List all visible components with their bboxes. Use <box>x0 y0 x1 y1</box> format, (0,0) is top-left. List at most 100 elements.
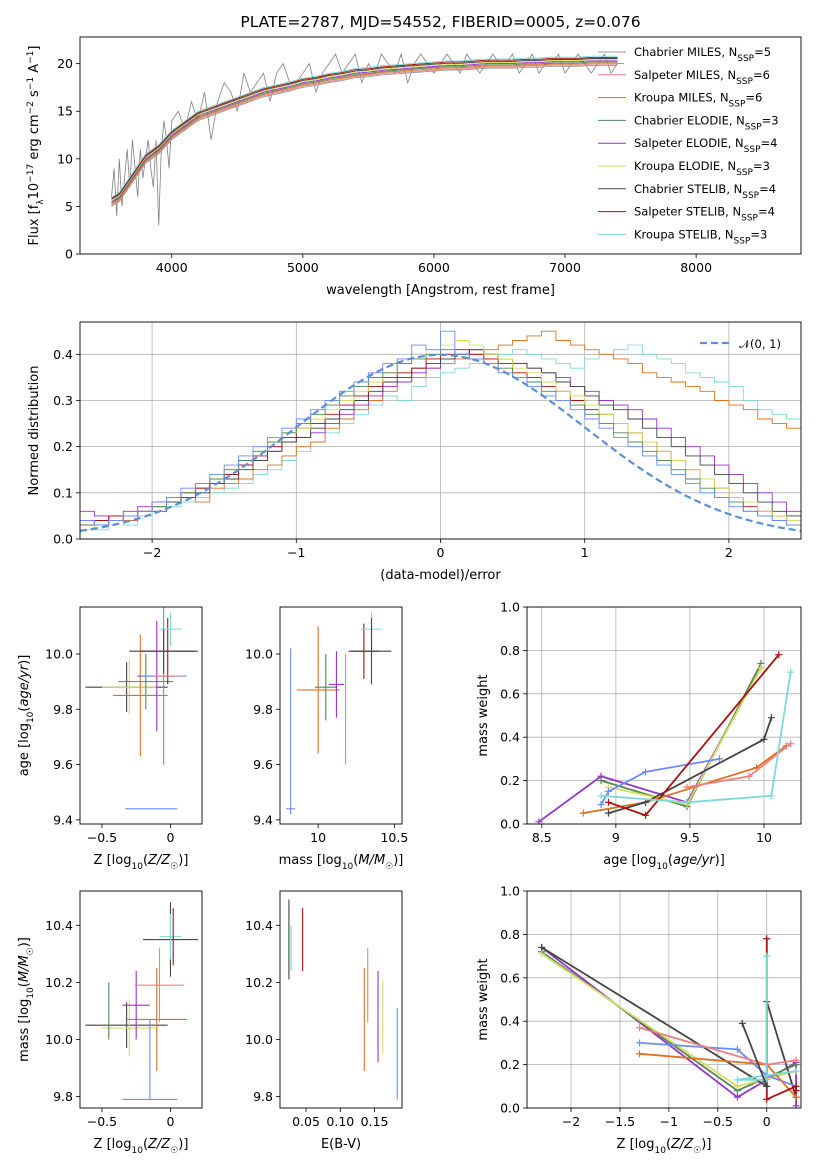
y-axis-label: Normed distribution <box>27 366 42 496</box>
x-tick-label: 0 <box>437 545 445 560</box>
y-tick-label: 10.4 <box>245 918 273 933</box>
y-tick-label: 15 <box>57 104 73 119</box>
y-tick-label: 0.4 <box>53 347 73 362</box>
y-tick-label: 0.4 <box>500 1014 520 1029</box>
y-axis-label-part: )] <box>17 655 32 665</box>
y-tick-label: 0.2 <box>500 1057 520 1072</box>
legend-label: Salpeter STELIB, NSSP=4 <box>634 205 775 224</box>
x-tick-label: −0.5 <box>87 830 117 845</box>
y-tick-label: 0.2 <box>500 773 520 788</box>
mass-weight-marker <box>636 1050 644 1058</box>
legend-label-part: Kroupa ELODIE, N <box>634 159 736 173</box>
x-tick-label: 4000 <box>156 260 188 275</box>
y-axis-label-part: ( <box>17 707 32 712</box>
x-axis-label: mass [log10(M/M☉)] <box>279 853 404 872</box>
mass-weight-line <box>741 1023 768 1087</box>
legend-label-part: SSP <box>737 54 754 64</box>
mass-weight-marker <box>604 798 612 806</box>
y-tick-label: 0.4 <box>500 730 520 745</box>
y-axis-label-part: )] <box>17 937 32 947</box>
mass-weight-marker <box>745 772 753 780</box>
y-axis-label-part: −1 <box>26 77 36 90</box>
legend-label: Kroupa MILES, NSSP=6 <box>634 91 762 110</box>
y-tick-label: 10.4 <box>45 918 73 933</box>
x-tick-label: 9 <box>612 830 620 845</box>
x-axis-label-part: ☉ <box>385 862 393 872</box>
y-tick-label: 9.4 <box>53 812 73 827</box>
x-tick-label: 0.15 <box>361 1114 389 1129</box>
y-tick-label: 1.0 <box>500 884 520 899</box>
x-axis-label-part: )] <box>701 1137 711 1152</box>
legend-label-part: =6 <box>753 68 770 82</box>
gaussian-curve <box>80 353 801 532</box>
x-tick-label: 2 <box>725 545 733 560</box>
age-vs-Z-panel: −0.5 09.49.69.810.0Z [log10(Z/Z☉)]age [lo… <box>17 606 203 872</box>
mass-vs-Z-plot-area <box>85 902 198 1100</box>
y-axis-label: Flux [fλ10−17 erg cm−2 s−1 A−1] <box>26 46 46 246</box>
mass-weight-marker <box>760 735 768 743</box>
y-tick-label: 10.2 <box>245 975 273 990</box>
mass-weight-line <box>600 758 720 805</box>
y-tick-label: 9.6 <box>253 757 273 772</box>
y-axis-label-part: λ <box>36 199 46 205</box>
legend-label-part: Kroupa MILES, N <box>634 91 729 105</box>
y-axis-label-part: 10 <box>26 987 36 999</box>
mass-weight-marker <box>767 792 775 800</box>
mass-weight-marker <box>738 1019 746 1027</box>
x-axis-label-part: E(B-V) <box>321 1137 361 1152</box>
legend-label: Chabrier STELIB, NSSP=4 <box>634 182 776 201</box>
mass-weight-marker <box>792 1102 800 1108</box>
mass-vs-ebv-panel: 0.05 0.10 0.15 9.8 10.0 10.2 10.4 E(B-V) <box>245 890 403 1152</box>
mass-weight-marker <box>763 1095 771 1103</box>
observed-spectrum-line <box>111 52 624 226</box>
y-axis-label-part: mass [log <box>17 999 32 1062</box>
x-tick-label: 0 <box>166 1114 174 1129</box>
legend-label-part: =4 <box>759 182 776 196</box>
mass-weight-marker <box>792 1087 800 1095</box>
x-tick-label: 5000 <box>287 260 319 275</box>
y-axis-label: mass weight <box>476 674 491 756</box>
y-tick-label: 9.6 <box>53 757 73 772</box>
x-axis-label-part: Z [log <box>94 1137 132 1152</box>
mass-weight-marker <box>763 935 771 943</box>
x-axis-label-part: mass [log <box>279 853 342 868</box>
x-tick-label: 0.05 <box>292 1114 320 1129</box>
x-tick-label: 6000 <box>418 260 450 275</box>
y-tick-label: 0.6 <box>500 686 520 701</box>
mass-weight-marker <box>787 740 795 748</box>
y-tick-label: 9.4 <box>253 812 273 827</box>
mass-weight-marker <box>733 1093 741 1101</box>
mass-weight-marker <box>636 1024 644 1032</box>
x-axis-label-part: 10 <box>656 862 668 872</box>
x-axis-label-part: )] <box>178 853 188 868</box>
x-tick-label: −0.5 <box>87 1114 117 1129</box>
legend-label: 𝒩(0, 1) <box>739 337 781 351</box>
y-tick-label: 9.8 <box>53 1089 73 1104</box>
legend-label-part: =6 <box>745 91 762 105</box>
y-tick-label: 0.3 <box>53 393 73 408</box>
x-tick-label: 1 <box>581 545 589 560</box>
axes-frame <box>79 36 802 255</box>
x-tick-label: −2 <box>562 1114 580 1129</box>
x-axis-label-part: 10 <box>342 862 354 872</box>
x-tick-label: 10.5 <box>380 830 408 845</box>
mass-weight-marker <box>641 811 649 819</box>
legend-label-part: SSP <box>742 191 759 201</box>
x-axis-label: wavelength [Angstrom, rest frame] <box>326 283 555 298</box>
y-tick-label: 0.8 <box>500 643 520 658</box>
x-axis-label-part: ( <box>353 853 358 868</box>
x-axis-label-part: age [log <box>603 853 656 868</box>
mass-weight-marker <box>604 787 612 795</box>
y-tick-label: 10.0 <box>245 1032 273 1047</box>
legend-label-part: Chabrier STELIB, N <box>634 182 742 196</box>
mass-weight-marker <box>716 755 724 763</box>
x-tick-label: 0.10 <box>326 1114 354 1129</box>
y-tick-label: 10.0 <box>45 1032 73 1047</box>
model-spectrum-line <box>111 58 618 200</box>
model-spectrum-line <box>111 63 618 206</box>
mass-weight-marker <box>636 1039 644 1047</box>
x-tick-label: 8000 <box>680 260 712 275</box>
